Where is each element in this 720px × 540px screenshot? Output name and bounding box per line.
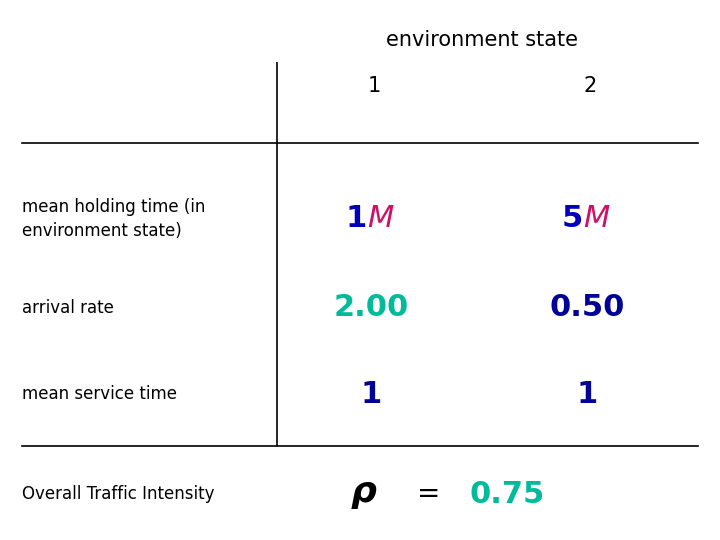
- Text: $\it{M}$: $\it{M}$: [583, 204, 611, 233]
- Text: 1: 1: [576, 380, 598, 409]
- Text: $\boldsymbol{\rho}$: $\boldsymbol{\rho}$: [350, 477, 377, 511]
- Text: 0.75: 0.75: [470, 480, 545, 509]
- Text: environment state: environment state: [387, 30, 578, 51]
- Text: 2.00: 2.00: [333, 293, 408, 322]
- Text: 0.50: 0.50: [549, 293, 624, 322]
- Text: 1: 1: [346, 204, 367, 233]
- Text: Overall Traffic Intensity: Overall Traffic Intensity: [22, 485, 214, 503]
- Text: 2: 2: [584, 76, 597, 97]
- Text: 1: 1: [360, 380, 382, 409]
- Text: =: =: [417, 480, 440, 508]
- Text: $\it{M}$: $\it{M}$: [367, 204, 395, 233]
- Text: mean holding time (in
environment state): mean holding time (in environment state): [22, 198, 205, 240]
- Text: 1: 1: [368, 76, 381, 97]
- Text: 5: 5: [562, 204, 583, 233]
- Text: mean service time: mean service time: [22, 385, 176, 403]
- Text: arrival rate: arrival rate: [22, 299, 114, 317]
